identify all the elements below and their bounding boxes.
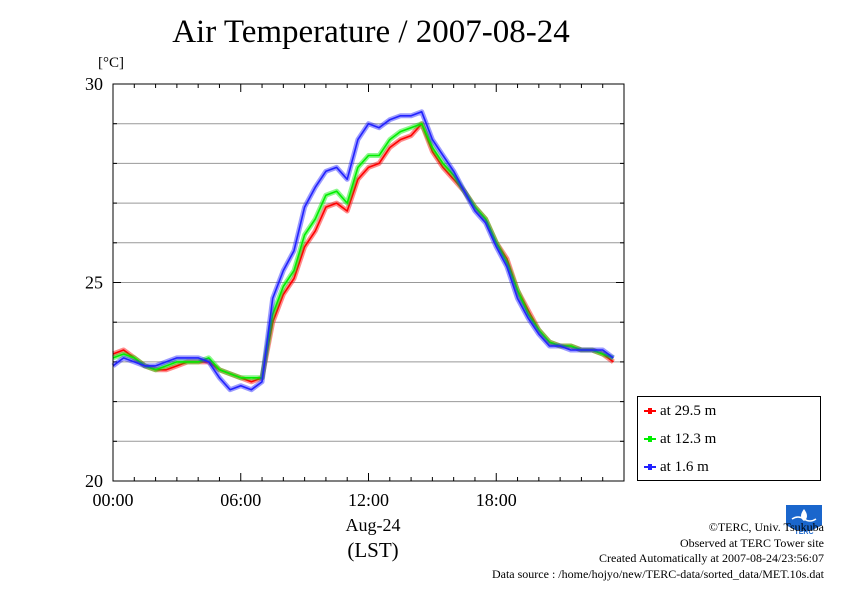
y-tick-label: 30 <box>85 74 103 94</box>
terc-logo: TERC <box>786 505 822 536</box>
legend-item-1-6m: at 1.6 m <box>644 457 709 477</box>
x-axis-date-label: Aug-24 <box>345 515 401 535</box>
legend-label: at 29.5 m <box>660 402 717 419</box>
legend-swatch-red <box>644 408 656 414</box>
chart-title: Air Temperature / 2007-08-24 <box>172 14 570 50</box>
x-axis-timezone-label: (LST) <box>347 538 399 562</box>
x-tick-label: 12:00 <box>348 490 389 510</box>
legend-label: at 1.6 m <box>660 458 709 475</box>
y-tick-label: 20 <box>85 471 103 491</box>
legend-swatch-blue <box>644 464 656 470</box>
y-axis-unit: [°C] <box>98 55 124 71</box>
credit-created: Created Automatically at 2007-08-24/23:5… <box>599 551 824 565</box>
legend-label: at 12.3 m <box>660 430 717 447</box>
legend-swatch-green <box>644 436 656 442</box>
logo-wave-icon <box>791 516 817 522</box>
credit-site: Observed at TERC Tower site <box>679 535 824 550</box>
logo-text: TERC <box>794 529 813 536</box>
credits: ©TERC, Univ. Tsukuba Observed at TERC To… <box>492 520 824 582</box>
series-line-1 <box>112 122 614 379</box>
x-tick-label: 06:00 <box>220 490 261 510</box>
y-tick-label: 25 <box>85 273 103 293</box>
series-line-2 <box>112 111 614 391</box>
credit-source: Data source : /home/hojyo/new/TERC-data/… <box>491 566 824 581</box>
x-tick-label: 00:00 <box>92 490 133 510</box>
legend-item-29-5m: at 29.5 m <box>644 401 716 421</box>
series-line-halo-2 <box>111 109 615 393</box>
legend-item-12-3m: at 12.3 m <box>644 429 716 449</box>
credit-copyright: ©TERC, Univ. Tsukuba <box>708 520 824 534</box>
x-tick-label: 18:00 <box>476 490 517 510</box>
legend: at 29.5 m at 12.3 m at 1.6 m <box>637 396 821 481</box>
plot-frame <box>112 83 625 482</box>
